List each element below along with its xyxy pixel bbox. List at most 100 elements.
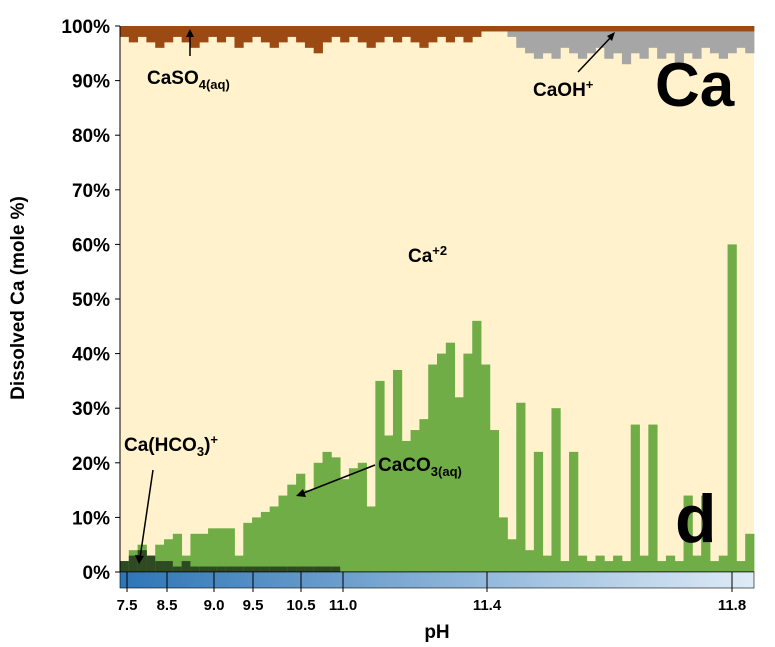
panel-label: d bbox=[675, 481, 717, 557]
bar-caoh bbox=[507, 31, 517, 37]
bar-caso4 bbox=[234, 26, 244, 48]
bar-caco3 bbox=[322, 451, 332, 572]
bar-caco3 bbox=[340, 479, 350, 572]
bar-cahco3 bbox=[331, 566, 341, 572]
bar-caoh bbox=[604, 31, 614, 59]
bar-caoh bbox=[560, 31, 570, 48]
bar-caso4 bbox=[745, 26, 755, 32]
x-tick-label: 9.5 bbox=[243, 597, 264, 614]
bar-cahco3 bbox=[120, 561, 130, 572]
bar-cahco3 bbox=[146, 555, 156, 572]
bar-caco3 bbox=[569, 451, 579, 572]
x-tick-label: 11.4 bbox=[473, 597, 502, 614]
bar-cahco3 bbox=[278, 566, 288, 572]
y-ticks: 0% 10% 20% 30% 40% 50% 60% 70% 80% 90% 100% bbox=[61, 17, 120, 584]
bar-caso4 bbox=[657, 26, 667, 32]
bar-caoh bbox=[736, 31, 746, 48]
y-tick-label: 20% bbox=[72, 454, 110, 475]
y-axis-label: Dissolved Ca (mole %) bbox=[8, 196, 29, 400]
bar-caco3 bbox=[225, 528, 235, 572]
bar-caco3 bbox=[357, 462, 367, 572]
bar-caso4 bbox=[718, 26, 728, 32]
bar-caco3 bbox=[190, 533, 200, 572]
bar-caso4 bbox=[445, 26, 456, 43]
bar-caso4 bbox=[137, 26, 147, 37]
bar-caco3 bbox=[410, 430, 420, 572]
bar-cahco3 bbox=[252, 566, 262, 572]
bar-caso4 bbox=[525, 26, 535, 32]
bar-caco3 bbox=[489, 430, 500, 572]
bar-caso4 bbox=[199, 26, 209, 43]
bar-cahco3 bbox=[164, 561, 174, 572]
bar-caso4 bbox=[481, 26, 491, 32]
bar-caso4 bbox=[357, 26, 367, 43]
bar-caso4 bbox=[586, 26, 596, 32]
bar-caoh bbox=[533, 31, 544, 59]
bar-caco3 bbox=[665, 555, 676, 572]
x-ticks: 7.5 8.5 9.0 9.5 10.5 11.0 11.4 11.8 bbox=[117, 572, 746, 614]
bar-cahco3 bbox=[243, 566, 253, 572]
bar-caco3 bbox=[745, 533, 755, 572]
bar-caco3 bbox=[639, 555, 649, 572]
bar-cahco3 bbox=[225, 566, 235, 572]
bar-caso4 bbox=[269, 26, 279, 48]
bar-cahco3 bbox=[208, 566, 218, 572]
bar-caco3 bbox=[454, 397, 464, 572]
x-tick-label: 9.0 bbox=[204, 597, 225, 614]
bar-cahco3 bbox=[128, 555, 139, 572]
bar-caco3 bbox=[630, 424, 640, 572]
bar-caco3 bbox=[384, 435, 394, 572]
bar-caco3 bbox=[542, 555, 552, 572]
bar-caso4 bbox=[498, 26, 508, 32]
bar-caso4 bbox=[384, 26, 394, 37]
bar-caco3 bbox=[437, 353, 447, 572]
bar-caco3 bbox=[366, 506, 376, 572]
bar-caoh bbox=[718, 31, 728, 59]
bar-caso4 bbox=[604, 26, 614, 32]
bar-caso4 bbox=[375, 26, 385, 43]
bar-caoh bbox=[595, 31, 605, 48]
bar-caso4 bbox=[225, 26, 235, 37]
y-tick-label: 30% bbox=[72, 399, 110, 420]
bar-caso4 bbox=[331, 26, 341, 37]
bar-caso4 bbox=[560, 26, 570, 32]
bar-caco3 bbox=[216, 528, 227, 572]
bar-caoh bbox=[516, 31, 526, 48]
bar-caco3 bbox=[199, 533, 209, 572]
bar-caso4 bbox=[665, 26, 676, 32]
bar-caco3 bbox=[375, 380, 385, 572]
bar-caoh bbox=[648, 31, 658, 48]
bar-caco3 bbox=[577, 555, 588, 572]
bar-caco3 bbox=[296, 473, 306, 572]
bar-caso4 bbox=[366, 26, 376, 48]
bar-caco3 bbox=[164, 539, 174, 572]
bar-caco3 bbox=[260, 511, 271, 572]
bar-cahco3 bbox=[216, 566, 227, 572]
x-tick-label: 10.5 bbox=[286, 597, 315, 614]
bar-caoh bbox=[692, 31, 702, 59]
bar-caso4 bbox=[516, 26, 526, 32]
bar-caso4 bbox=[252, 26, 262, 37]
bar-caso4 bbox=[340, 26, 350, 43]
bar-caso4 bbox=[164, 26, 174, 43]
bar-caoh bbox=[665, 31, 676, 54]
bar-caso4 bbox=[569, 26, 579, 32]
element-label: Ca bbox=[655, 51, 735, 120]
bar-caco3 bbox=[507, 539, 517, 572]
bar-caso4 bbox=[128, 26, 139, 43]
bar-cahco3 bbox=[137, 550, 147, 572]
bar-caso4 bbox=[304, 26, 315, 48]
bar-caso4 bbox=[709, 26, 720, 32]
bar-caso4 bbox=[542, 26, 552, 32]
bar-caso4 bbox=[428, 26, 438, 43]
bar-caco3 bbox=[401, 440, 411, 572]
bar-caso4 bbox=[683, 26, 693, 32]
bar-caoh bbox=[657, 31, 667, 59]
bar-caco3 bbox=[621, 561, 632, 572]
bar-caoh bbox=[683, 31, 693, 54]
x-tick-label: 11.0 bbox=[329, 597, 357, 614]
bar-caco3 bbox=[155, 544, 165, 572]
bar-caoh bbox=[525, 31, 535, 54]
bar-caco3 bbox=[172, 533, 183, 572]
bar-cahco3 bbox=[199, 566, 209, 572]
